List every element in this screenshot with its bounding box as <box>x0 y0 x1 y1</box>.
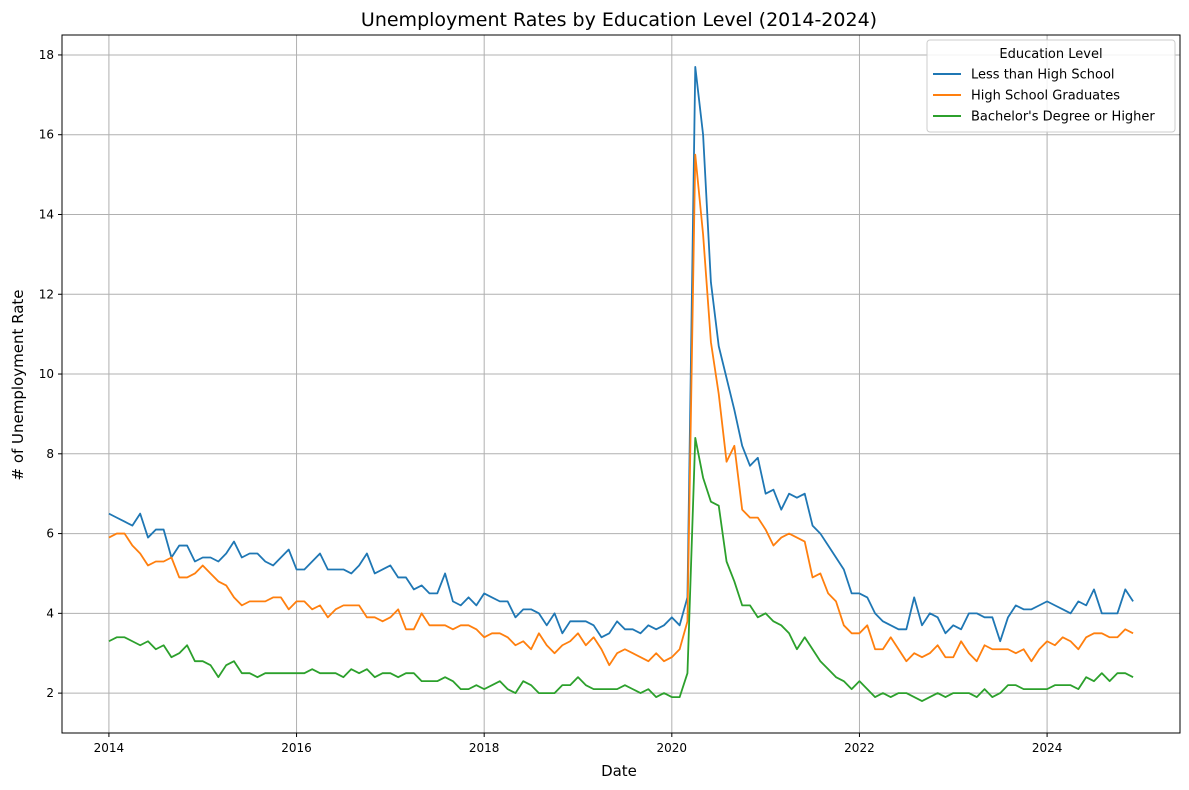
x-tick-label: 2020 <box>657 741 688 755</box>
legend-label: High School Graduates <box>971 89 1120 104</box>
legend-box <box>926 39 1176 133</box>
x-tick-label: 2014 <box>94 741 125 755</box>
y-tick-label: 12 <box>39 287 54 301</box>
series-lines <box>108 66 1134 702</box>
series-line-2 <box>108 436 1134 702</box>
x-axis-label: Date <box>601 762 637 780</box>
y-tick-label: 18 <box>39 48 54 62</box>
y-tick-label: 6 <box>46 527 54 541</box>
plot-frame <box>61 34 1181 734</box>
y-axis-ticks: 2 4 6 8 10 12 14 16 18 <box>39 48 62 700</box>
series-line-0 <box>108 66 1134 643</box>
legend-title: Education Level <box>999 47 1102 62</box>
y-axis-label: # of Unemployment Rate <box>9 289 27 480</box>
legend-label: Bachelor's Degree or Higher <box>971 110 1155 125</box>
y-tick-label: 10 <box>39 367 54 381</box>
x-tick-label: 2024 <box>1032 741 1063 755</box>
y-tick-label: 14 <box>39 207 54 221</box>
chart-title: Unemployment Rates by Education Level (2… <box>361 9 877 31</box>
x-axis-ticks: 2014 2016 2018 2020 2022 2024 <box>94 733 1063 755</box>
y-tick-label: 2 <box>46 686 54 700</box>
series-line-1 <box>108 153 1134 667</box>
gridlines <box>62 35 1180 733</box>
legend-items: Less than High School High School Graduat… <box>933 68 1155 125</box>
y-tick-label: 8 <box>46 447 54 461</box>
x-tick-label: 2018 <box>469 741 500 755</box>
y-tick-label: 16 <box>39 128 54 142</box>
x-tick-label: 2016 <box>281 741 312 755</box>
y-tick-label: 4 <box>46 606 54 620</box>
legend: Education Level Less than High School Hig… <box>926 39 1176 133</box>
legend-label: Less than High School <box>971 68 1115 83</box>
x-tick-label: 2022 <box>844 741 875 755</box>
